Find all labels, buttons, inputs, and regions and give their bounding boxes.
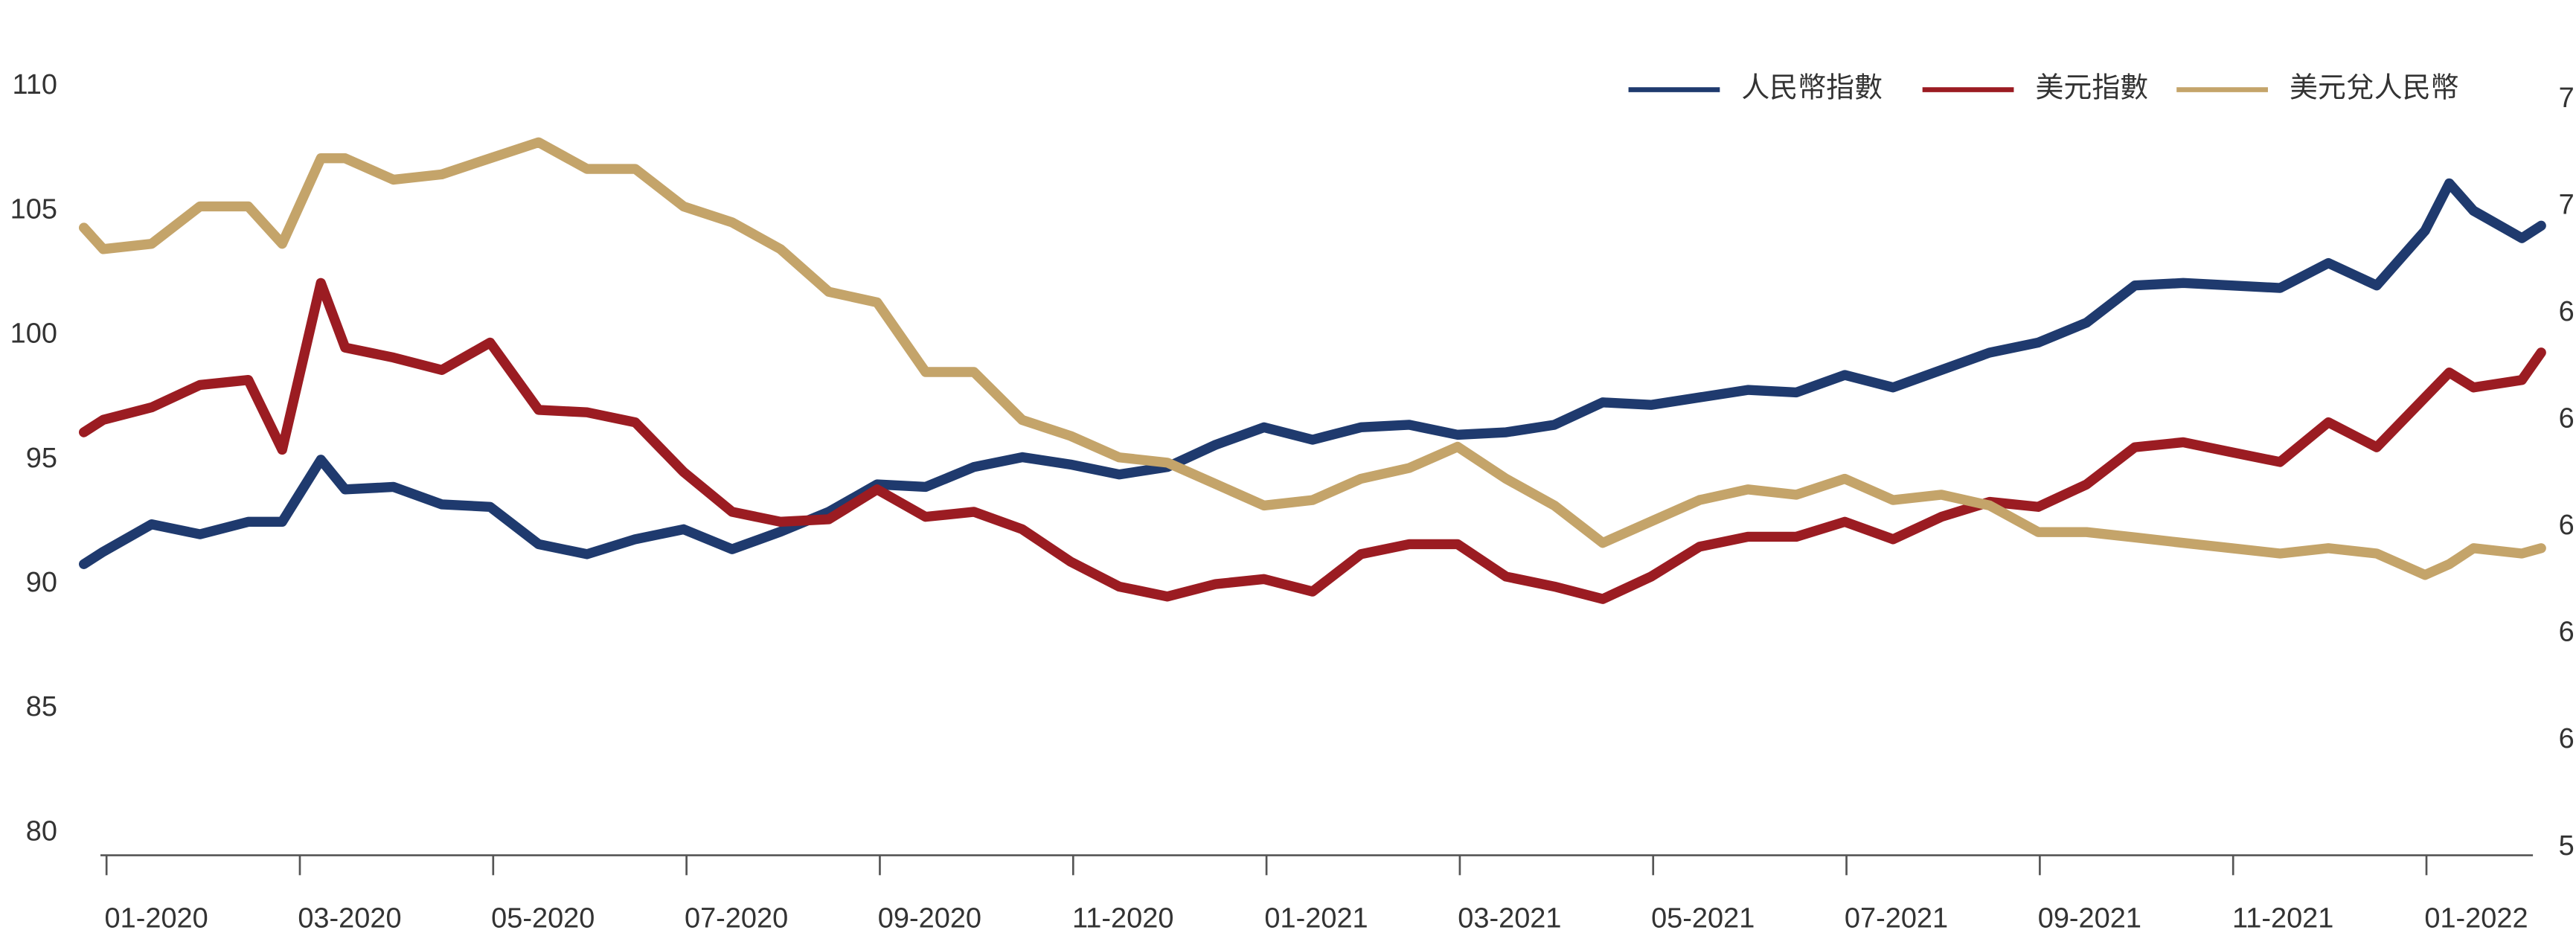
y2-tick-label: 7: [2559, 189, 2575, 220]
x-tick-label: 07-2020: [685, 903, 788, 930]
y2-tick-label: 6: [2559, 723, 2575, 754]
x-tick-label: 01-2020: [105, 903, 208, 930]
x-tick-label: 03-2021: [1458, 903, 1561, 930]
x-tick-label: 01-2022: [2424, 903, 2528, 930]
x-tick-label: 09-2021: [2038, 903, 2141, 930]
x-tick-label: 05-2021: [1651, 903, 1755, 930]
x-tick-label: 11-2020: [1072, 903, 1173, 930]
y2-tick-label: 6.4: [2559, 510, 2576, 541]
y-tick-label: 110: [12, 69, 57, 100]
series-line: [79, 278, 2546, 604]
x-tick-label: 07-2021: [1845, 903, 1948, 930]
y-tick-label: 80: [26, 815, 57, 847]
x-tick-label: 05-2020: [491, 903, 595, 930]
x-tick-label: 03-2020: [298, 903, 401, 930]
x-tick-label: 09-2020: [878, 903, 981, 930]
x-tick-label: 11-2021: [2232, 903, 2333, 930]
y2-tick-label: 5.8: [2559, 830, 2576, 862]
y-tick-label: 85: [26, 691, 57, 722]
legend-label: 美元指數: [2035, 73, 2148, 104]
series-line: [79, 178, 2546, 569]
x-tick-label: 01-2021: [1264, 903, 1368, 930]
y2-tick-label: 6.6: [2559, 403, 2576, 434]
y2-tick-label: 6.8: [2559, 296, 2576, 327]
y-tick-label: 100: [10, 318, 57, 350]
y2-tick-label: 6.2: [2559, 617, 2576, 648]
y-tick-label: 90: [26, 567, 57, 598]
legend-label: 人民幣指數: [1741, 73, 1883, 104]
series-line: [79, 137, 2546, 580]
legend-label: 美元兌人民幣: [2290, 73, 2459, 104]
y2-tick-label: 7.2: [2559, 83, 2576, 114]
y-tick-label: 95: [26, 443, 57, 474]
y-tick-label: 105: [10, 193, 57, 225]
